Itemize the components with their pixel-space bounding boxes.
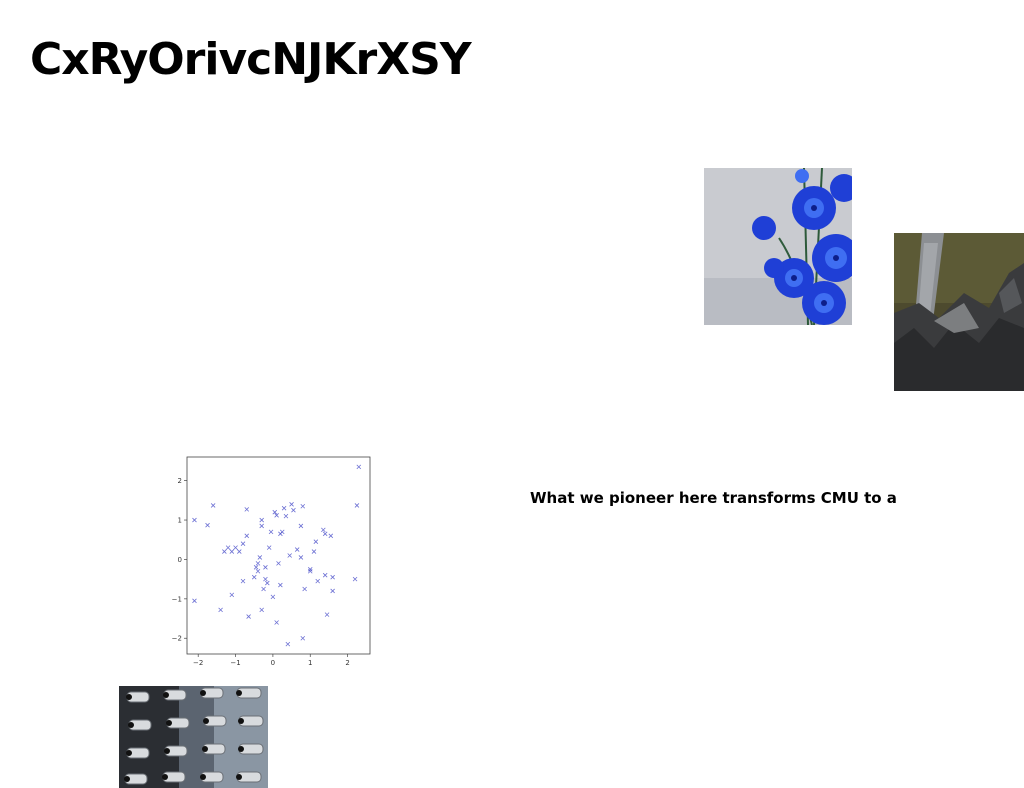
y-tick-label: −2 xyxy=(172,635,182,643)
scatter-point xyxy=(322,572,328,578)
scatter-point xyxy=(321,527,326,533)
scatter-point xyxy=(218,607,223,613)
scatter-point xyxy=(315,578,320,584)
y-tick-label: 1 xyxy=(178,517,182,525)
scatter-point xyxy=(192,517,197,523)
blue-flowers-photo xyxy=(704,168,852,325)
scatter-point xyxy=(274,620,279,625)
scatter-point xyxy=(240,541,246,546)
scatter-point xyxy=(291,507,296,513)
scatter-point xyxy=(251,574,257,580)
scatter-point xyxy=(322,531,328,537)
scatter-point xyxy=(237,549,242,554)
scatter-point xyxy=(240,578,246,584)
scatter-point xyxy=(307,568,313,574)
scatter-point xyxy=(356,464,362,470)
plot-frame xyxy=(186,456,371,655)
scatter-point xyxy=(279,529,285,535)
scatter-point xyxy=(265,580,270,586)
x-tick-label: 2 xyxy=(345,659,349,665)
scatter-point xyxy=(257,555,263,560)
body-caption: What we pioneer here transforms CMU to a xyxy=(530,489,897,507)
scatter-point xyxy=(354,503,360,508)
scatter-point xyxy=(307,567,313,572)
scatter-chart: −2 −1 0 1 2 −2 −1 0 1 2 xyxy=(172,456,371,665)
y-tick-label: 0 xyxy=(178,556,182,564)
security-cameras-photo xyxy=(119,686,268,788)
scatter-point xyxy=(324,612,330,617)
scatter-point xyxy=(330,588,335,594)
scatter-point xyxy=(255,561,261,566)
scatter-point xyxy=(246,614,251,619)
scatter-point xyxy=(272,509,278,515)
scatter-point xyxy=(294,547,300,552)
x-tick-label: 1 xyxy=(308,659,312,665)
scatter-point xyxy=(263,576,268,582)
scatter-point xyxy=(287,553,292,558)
scatter-point xyxy=(253,565,259,570)
x-tick-label: −2 xyxy=(193,659,203,665)
scatter-point xyxy=(311,549,317,554)
scatter-point xyxy=(274,513,279,518)
page-title: CxRyOrivcNJKrXSY xyxy=(30,34,472,85)
scatter-point xyxy=(205,522,210,528)
scatter-point xyxy=(259,523,264,529)
scatter-point xyxy=(222,549,227,554)
scatter-point xyxy=(244,533,250,539)
scatter-point xyxy=(278,582,283,588)
scatter-point xyxy=(298,555,304,560)
scatter-point xyxy=(266,545,272,550)
scatter-point xyxy=(313,539,319,544)
scatter-point xyxy=(244,507,250,512)
scatter-point xyxy=(300,503,306,509)
scatter-point xyxy=(298,523,304,529)
scatter-point xyxy=(300,635,306,641)
scatter-point xyxy=(210,503,216,508)
scatter-point xyxy=(330,574,335,580)
scatter-point xyxy=(259,607,264,613)
scatter-point xyxy=(283,513,289,519)
scatter-point xyxy=(255,568,261,574)
scatter-point xyxy=(192,598,197,604)
x-tick-label: −1 xyxy=(230,659,240,665)
scatter-point xyxy=(328,533,334,539)
scatter-point xyxy=(233,545,238,550)
scatter-point xyxy=(263,565,268,570)
scatter-point xyxy=(268,529,274,535)
scatter-point xyxy=(261,586,266,592)
scatter-point xyxy=(281,505,287,511)
scatter-point xyxy=(225,545,231,550)
rock-cliff-photo xyxy=(894,233,1024,391)
scatter-point xyxy=(270,594,276,600)
scatter-point xyxy=(285,641,291,647)
scatter-point xyxy=(229,549,235,554)
scatter-point xyxy=(229,592,235,598)
scatter-point xyxy=(289,501,294,507)
scatter-point xyxy=(352,576,358,582)
scatter-point xyxy=(276,561,281,566)
scatter-point xyxy=(259,517,264,523)
y-tick-label: −1 xyxy=(172,595,182,603)
x-tick-label: 0 xyxy=(271,659,275,665)
scatter-point xyxy=(302,586,307,592)
y-tick-label: 2 xyxy=(178,477,182,485)
